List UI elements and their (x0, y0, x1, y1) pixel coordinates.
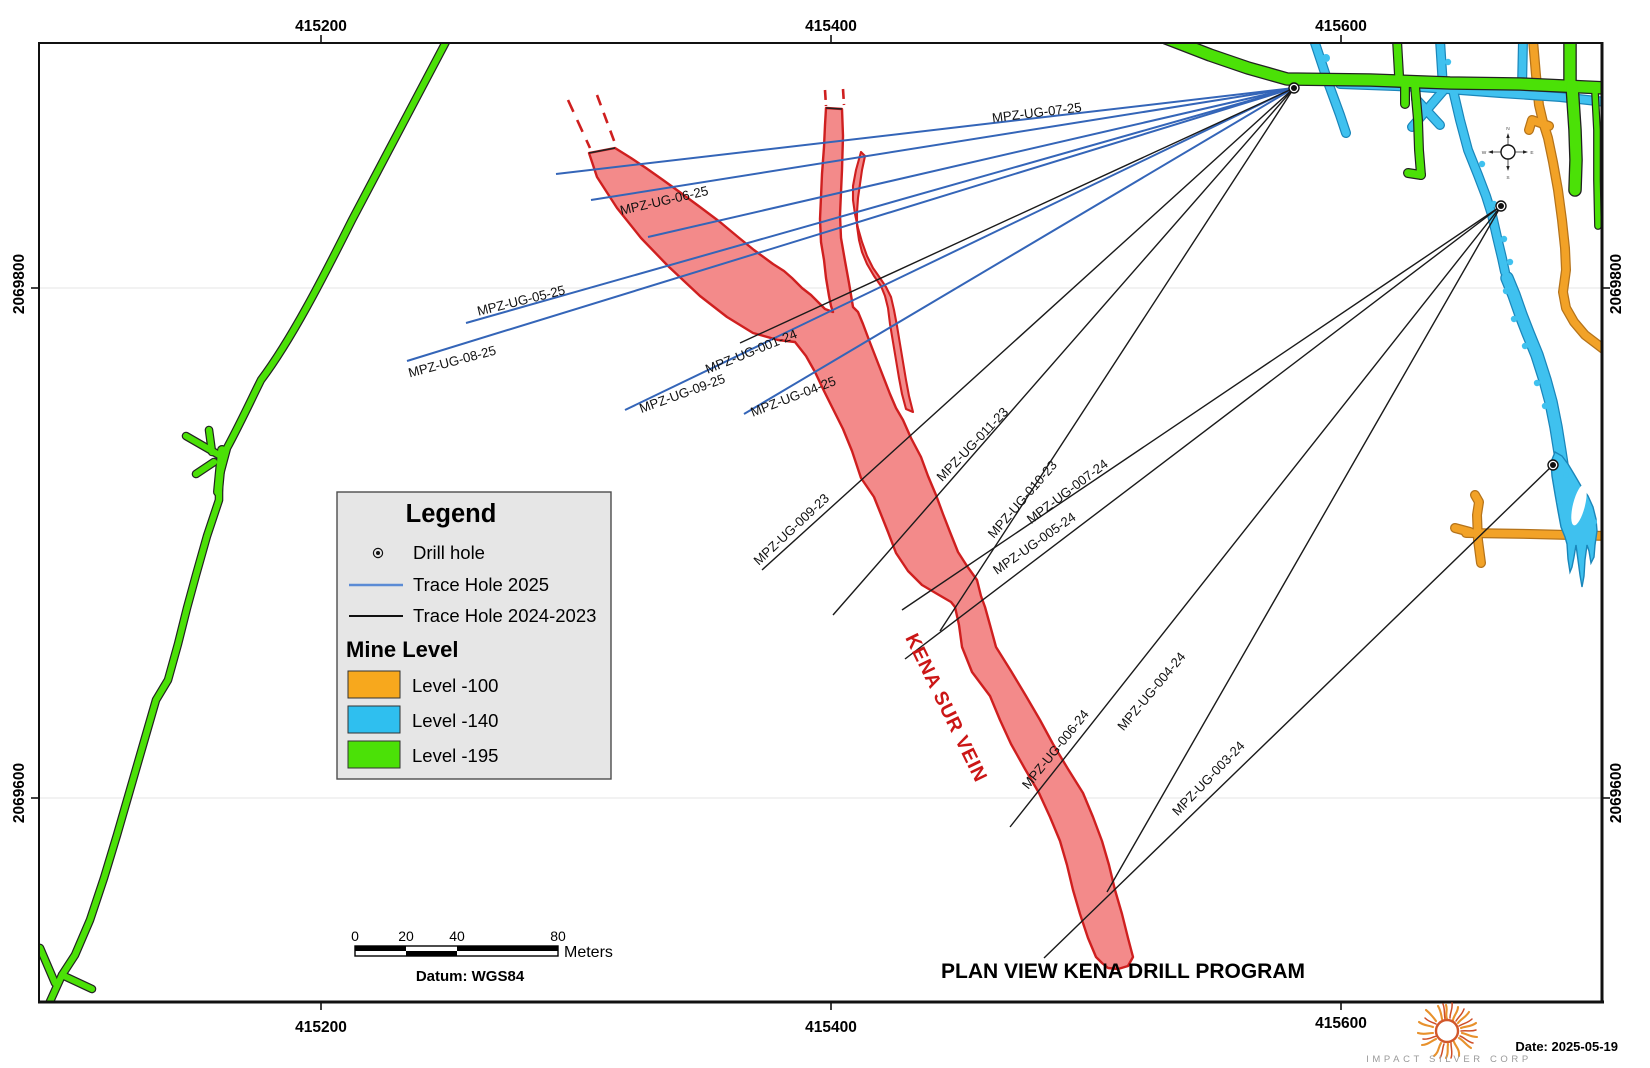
svg-text:415400: 415400 (805, 18, 857, 35)
svg-text:Meters: Meters (564, 944, 613, 961)
svg-text:E: E (1530, 150, 1533, 156)
svg-text:Trace Hole 2024-2023: Trace Hole 2024-2023 (413, 605, 596, 626)
svg-text:2069800: 2069800 (1608, 254, 1625, 314)
svg-text:2069600: 2069600 (11, 763, 28, 823)
svg-text:Level -100: Level -100 (412, 675, 498, 696)
svg-text:Level -140: Level -140 (412, 710, 498, 731)
svg-text:415600: 415600 (1315, 1015, 1367, 1032)
svg-text:Date: 2025-05-19: Date: 2025-05-19 (1515, 1039, 1618, 1054)
svg-text:S: S (1506, 175, 1509, 181)
svg-text:2069800: 2069800 (11, 254, 28, 314)
svg-text:W: W (1482, 150, 1487, 156)
svg-text:Level -195: Level -195 (412, 745, 498, 766)
svg-text:415600: 415600 (1315, 18, 1367, 35)
svg-text:Datum: WGS84: Datum: WGS84 (416, 968, 525, 985)
svg-text:PLAN VIEW KENA DRILL PROGRAM: PLAN VIEW KENA DRILL PROGRAM (941, 960, 1305, 983)
svg-text:Trace Hole 2025: Trace Hole 2025 (413, 574, 549, 595)
svg-text:80: 80 (550, 928, 566, 944)
svg-text:N: N (1506, 126, 1510, 132)
svg-text:415400: 415400 (805, 1019, 857, 1036)
svg-text:IMPACT SILVER CORP: IMPACT SILVER CORP (1366, 1054, 1532, 1065)
svg-text:2069600: 2069600 (1608, 763, 1625, 823)
svg-text:415200: 415200 (295, 1019, 347, 1036)
svg-text:Mine Level: Mine Level (346, 637, 458, 662)
svg-text:0: 0 (351, 928, 359, 944)
svg-text:Drill hole: Drill hole (413, 542, 485, 563)
svg-text:Legend: Legend (406, 500, 497, 528)
svg-text:20: 20 (398, 928, 414, 944)
svg-text:40: 40 (449, 928, 465, 944)
svg-text:415200: 415200 (295, 18, 347, 35)
